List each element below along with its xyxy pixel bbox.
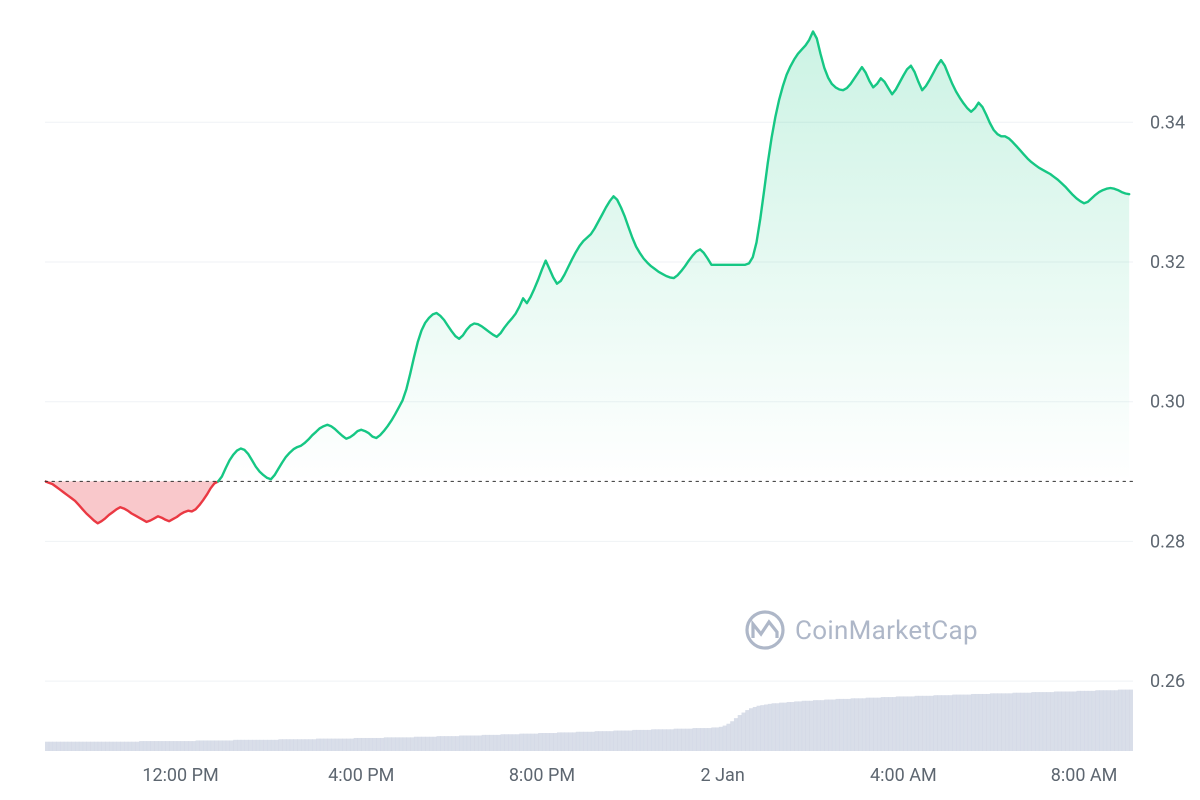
svg-text:0.28: 0.28 bbox=[1150, 531, 1185, 552]
svg-text:8:00 AM: 8:00 AM bbox=[1051, 765, 1118, 786]
svg-text:0.32: 0.32 bbox=[1150, 252, 1185, 273]
chart-svg: 0.26 0.28 0.30 0.32 0.34 12:00 PM 4:00 PM 8:00… bbox=[0, 0, 1200, 800]
watermark: CoinMarketCap bbox=[747, 612, 978, 648]
y-axis-labels: 0.26 0.28 0.30 0.32 0.34 bbox=[1150, 112, 1185, 692]
svg-text:12:00 PM: 12:00 PM bbox=[142, 765, 218, 786]
svg-text:8:00 PM: 8:00 PM bbox=[509, 765, 575, 786]
price-chart[interactable]: 0.26 0.28 0.30 0.32 0.34 12:00 PM 4:00 PM 8:00… bbox=[0, 0, 1200, 800]
svg-text:0.26: 0.26 bbox=[1150, 671, 1185, 692]
svg-text:4:00 AM: 4:00 AM bbox=[870, 765, 937, 786]
watermark-text: CoinMarketCap bbox=[795, 616, 978, 646]
svg-text:0.34: 0.34 bbox=[1150, 112, 1185, 133]
svg-text:0.30: 0.30 bbox=[1150, 392, 1185, 413]
x-axis-labels: 12:00 PM 4:00 PM 8:00 PM 2 Jan 4:00 AM 8:00 A… bbox=[142, 765, 1117, 786]
coinmarketcap-logo-icon bbox=[747, 612, 783, 648]
svg-text:4:00 PM: 4:00 PM bbox=[328, 765, 394, 786]
svg-text:2 Jan: 2 Jan bbox=[701, 765, 745, 786]
volume-bars bbox=[45, 690, 1134, 751]
area-fills bbox=[45, 32, 1129, 524]
